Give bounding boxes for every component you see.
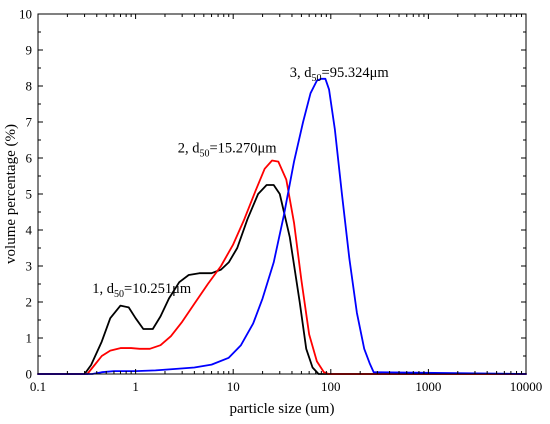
x-tick-label: 1000 bbox=[415, 379, 441, 394]
y-axis-label: volume percentage (%) bbox=[3, 124, 19, 264]
annotation-1: 1, d50=10.251μm bbox=[92, 281, 192, 300]
annotation-layer: 1, d50=10.251μm 2, d50=15.270μm 3, d50=95.… bbox=[92, 65, 389, 300]
y-tick-label: 0 bbox=[26, 367, 33, 382]
y-tick-label: 5 bbox=[26, 187, 33, 202]
y-tick-label: 6 bbox=[26, 151, 33, 166]
series-layer bbox=[37, 77, 527, 375]
series-line-3 bbox=[37, 77, 527, 375]
y-tick-label: 7 bbox=[26, 115, 33, 130]
y-tick-label: 8 bbox=[26, 79, 33, 94]
y-tick-label: 9 bbox=[26, 43, 33, 58]
y-tick-label: 4 bbox=[26, 223, 33, 238]
x-tick-label: 10000 bbox=[510, 379, 543, 394]
y-tick-label: 1 bbox=[26, 331, 33, 346]
x-tick-label: 100 bbox=[321, 379, 341, 394]
x-axis-label: particle size (um) bbox=[230, 401, 335, 417]
y-axis-ticks: 0 1 2 3 4 5 6 7 8 9 10 bbox=[19, 7, 526, 382]
x-tick-label: 1 bbox=[132, 379, 139, 394]
x-tick-label: 0.1 bbox=[30, 379, 46, 394]
y-tick-label: 10 bbox=[19, 7, 32, 22]
x-tick-label: 10 bbox=[227, 379, 240, 394]
annotation-3: 3, d50=95.324μm bbox=[290, 65, 390, 84]
y-tick-label: 2 bbox=[26, 295, 33, 310]
y-tick-label: 3 bbox=[26, 259, 33, 274]
annotation-2: 2, d50=15.270μm bbox=[178, 141, 278, 160]
x-axis-ticks: 0.1 1 10 100 1000 10000 bbox=[30, 14, 542, 394]
series-line-2 bbox=[37, 159, 527, 375]
series-line-1 bbox=[37, 184, 527, 375]
plot-frame bbox=[37, 13, 527, 375]
